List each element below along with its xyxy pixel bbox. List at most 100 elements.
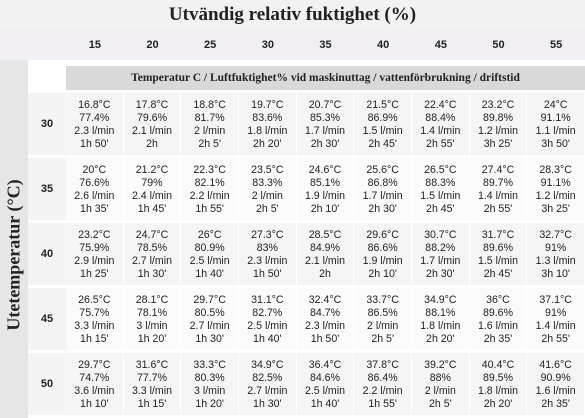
cell: 28.5°C 84.9% 2.1 l/min 2h: [297, 223, 355, 285]
cell-line: 33.7°C: [366, 294, 399, 306]
cell-line: 2.7 l/min: [189, 320, 230, 332]
cell-line: 1.8 l/min: [420, 320, 461, 332]
cell: 29.7°C 74.7% 3.6 l/min 1h 10': [66, 353, 124, 415]
cell-line: 1h 55': [195, 203, 224, 215]
cell-line: 86.9%: [367, 112, 398, 124]
cell-line: 77.7%: [136, 372, 167, 384]
cell-line: 2.2 l/min: [362, 385, 403, 397]
cell: 30.7°C 88.2% 1.7 l/min 2h 30': [412, 223, 470, 285]
cell-line: 1h 25': [80, 268, 109, 280]
cell-line: 83.6%: [252, 112, 283, 124]
cell-line: 1.4 l/min: [477, 190, 518, 202]
cell-line: 88.4%: [425, 112, 456, 124]
cell-line: 2h 30': [426, 268, 455, 280]
cell: 28.3°C 91.1% 1.2 l/min 3h 25': [527, 158, 585, 220]
cell-line: 85.3%: [309, 112, 340, 124]
cell: 16.8°C 77.4% 2.3 l/min 1h 50': [66, 93, 124, 155]
cell-line: 90.9%: [540, 372, 571, 384]
cell-line: 2.3 l/min: [304, 320, 345, 332]
cell-line: 2.4 l/min: [131, 190, 172, 202]
cell-line: 26.5°C: [78, 294, 111, 306]
cell-line: 2h 5': [429, 398, 452, 410]
cell-line: 86.4%: [367, 372, 398, 384]
cell-line: 1h 45': [137, 203, 167, 215]
cell-line: 32.4°C: [308, 294, 342, 306]
cell: 41.6°C 90.9% 1.6 l/min 2h 35': [527, 353, 585, 415]
cell-line: 2.3 l/min: [247, 255, 288, 267]
row-label: 45: [28, 288, 66, 350]
cell-line: 2.1 l/min: [304, 255, 345, 267]
cell-line: 77.4%: [79, 112, 110, 124]
cell-line: 84.6%: [309, 372, 340, 384]
cell-line: 1h 10': [80, 398, 109, 410]
cell-line: 2h: [146, 138, 158, 150]
cell-line: 40.4°C: [481, 359, 515, 371]
column-header: 15: [88, 39, 101, 51]
column-header: 45: [434, 39, 447, 51]
cell-line: 3 l/min: [194, 385, 226, 397]
cell-line: 30.7°C: [424, 229, 457, 241]
cell-line: 1h 50': [310, 333, 340, 345]
cell-line: 2h 55': [483, 203, 513, 215]
cell-line: 26°C: [197, 229, 222, 241]
cell-line: 2.2 l/min: [189, 190, 230, 202]
cell: 31.1°C 82.7% 2.5 l/min 1h 40': [239, 288, 297, 350]
cell-line: 41.6°C: [539, 359, 572, 371]
cell-line: 27.4°C: [481, 164, 515, 176]
row-background: [66, 93, 585, 155]
cell: 23.5°C 83.3% 2 l/min 2h 5': [239, 158, 297, 220]
cell-line: 89.6%: [482, 242, 513, 254]
cell: 24.7°C 78.5% 2.7 l/min 1h 30': [124, 223, 182, 285]
cell-line: 25.6°C: [366, 164, 399, 176]
cell-line: 86.6%: [367, 242, 398, 254]
cell-line: 78.5%: [136, 242, 167, 254]
cell-line: 28.3°C: [539, 164, 572, 176]
cell-line: 2h 20': [253, 138, 282, 150]
cell-line: 89.7%: [482, 177, 513, 189]
cell-line: 1h 50': [80, 138, 109, 150]
cell-line: 84.9%: [309, 242, 340, 254]
cell-line: 1.9 l/min: [304, 190, 345, 202]
cell-line: 89.5%: [482, 372, 513, 384]
cell: 18.8°C 81.7% 2 l/min 2h 5': [181, 93, 239, 155]
cell-line: 2.5 l/min: [189, 255, 230, 267]
cell: 22.3°C 82.1% 2.2 l/min 1h 55': [181, 158, 239, 220]
cell-line: 85.1%: [309, 177, 340, 189]
cell-line: 1.9 l/min: [362, 255, 403, 267]
cell-line: 2h 55': [426, 138, 455, 150]
cell-line: 81.7%: [194, 112, 225, 124]
cell: 20°C 76.6% 2.6 l/min 1h 35': [66, 158, 124, 220]
cell-line: 2h 20': [483, 398, 513, 410]
cell-line: 28.5°C: [308, 229, 342, 241]
cell-line: 2.5 l/min: [247, 320, 288, 332]
cell: 29.7°C 80.5% 2.7 l/min 1h 30': [181, 288, 239, 350]
cell-line: 1.4 l/min: [420, 125, 461, 137]
cell-line: 36°C: [486, 294, 510, 306]
column-header: 25: [204, 39, 217, 51]
cell-line: 29.7°C: [193, 294, 226, 306]
cell-line: 2h 35': [483, 333, 513, 345]
cell-line: 1.7 l/min: [420, 255, 461, 267]
cell-line: 88.1%: [425, 307, 456, 319]
cell: 36°C 89.6% 1.6 l/min 2h 35': [470, 288, 528, 350]
cell: 32.7°C 91% 1.3 l/min 3h 10': [527, 223, 585, 285]
cell-line: 1h 30': [195, 333, 224, 345]
cell-line: 2 l/min: [194, 125, 226, 137]
cell-line: 31.6°C: [135, 359, 169, 371]
column-header: 30: [261, 39, 274, 51]
cell-line: 1h 15': [137, 398, 167, 410]
cell-line: 75.7%: [79, 307, 110, 319]
cell-line: 82.1%: [194, 177, 225, 189]
cell: 39.2°C 88% 2 l/min 2h 5': [412, 353, 470, 415]
column-header: 35: [319, 39, 332, 51]
cell-line: 1.3 l/min: [535, 255, 576, 267]
cell-line: 82.5%: [252, 372, 283, 384]
cell-line: 26.5°C: [424, 164, 457, 176]
cell: 34.9°C 88.1% 1.8 l/min 2h 20': [412, 288, 470, 350]
cell-line: 29.6°C: [366, 229, 399, 241]
cell-line: 2h 30': [310, 138, 340, 150]
cell-line: 1.8 l/min: [247, 125, 288, 137]
cell-line: 1h 20': [195, 398, 224, 410]
cell-line: 21.5°C: [366, 99, 399, 111]
